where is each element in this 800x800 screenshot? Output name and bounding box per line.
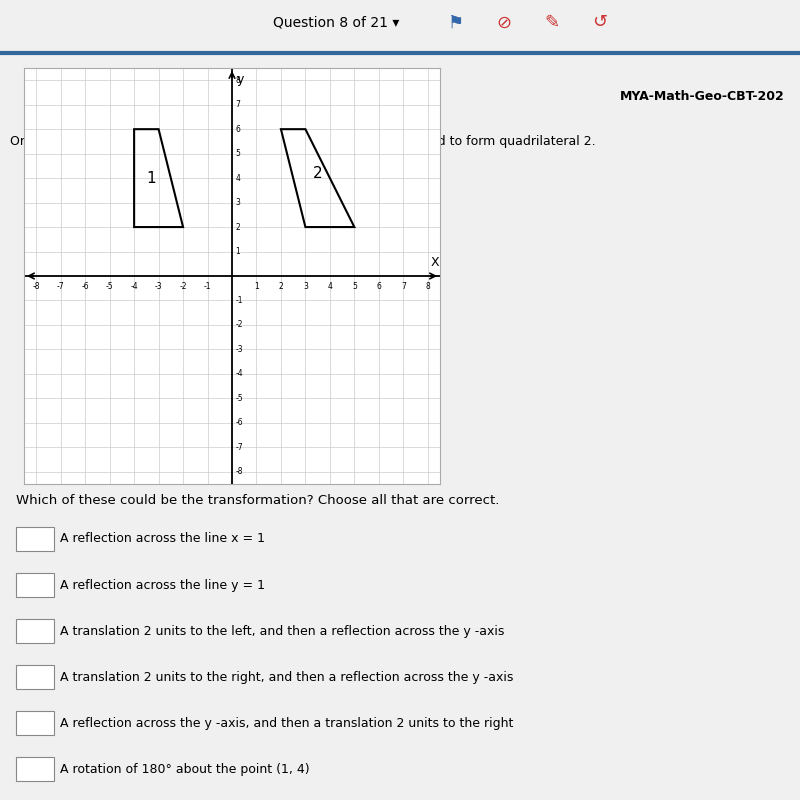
Text: -7: -7 — [57, 282, 65, 291]
Text: -4: -4 — [130, 282, 138, 291]
Text: 1: 1 — [254, 282, 259, 291]
Text: ↺: ↺ — [592, 14, 607, 31]
Text: 2: 2 — [236, 222, 241, 231]
Text: X: X — [430, 256, 439, 269]
Text: A reflection across the y -axis, and then a translation 2 units to the right: A reflection across the y -axis, and the… — [60, 717, 514, 730]
Text: -4: -4 — [236, 370, 243, 378]
FancyBboxPatch shape — [16, 711, 54, 735]
FancyBboxPatch shape — [16, 757, 54, 781]
Text: 7: 7 — [401, 282, 406, 291]
Text: Question 8 of 21 ▾: Question 8 of 21 ▾ — [273, 15, 399, 30]
Text: -6: -6 — [236, 418, 243, 427]
Text: Which of these could be the transformation? Choose all that are correct.: Which of these could be the transformati… — [16, 494, 499, 506]
Text: ⚑: ⚑ — [448, 14, 464, 31]
Text: -8: -8 — [33, 282, 40, 291]
Text: 6: 6 — [376, 282, 382, 291]
Text: 6: 6 — [236, 125, 241, 134]
Text: -1: -1 — [236, 296, 243, 305]
Text: -1: -1 — [204, 282, 211, 291]
Text: A rotation of 180° about the point (1, 4): A rotation of 180° about the point (1, 4… — [60, 762, 310, 775]
Text: -2: -2 — [179, 282, 187, 291]
Text: 5: 5 — [236, 149, 241, 158]
Text: A reflection across the line x = 1: A reflection across the line x = 1 — [60, 533, 265, 546]
Text: 1: 1 — [236, 247, 241, 256]
Text: MYA-Math-Geo-CBT-202: MYA-Math-Geo-CBT-202 — [620, 90, 785, 103]
Text: 7: 7 — [236, 100, 241, 110]
FancyBboxPatch shape — [16, 573, 54, 597]
Text: 8: 8 — [426, 282, 430, 291]
Text: -2: -2 — [236, 321, 243, 330]
Text: 2: 2 — [278, 282, 283, 291]
Text: 1: 1 — [146, 170, 156, 186]
Text: A translation 2 units to the right, and then a reflection across the y -axis: A translation 2 units to the right, and … — [60, 670, 514, 683]
Text: A reflection across the line y = 1: A reflection across the line y = 1 — [60, 578, 265, 591]
Text: ⊘: ⊘ — [496, 14, 511, 31]
Text: A translation 2 units to the left, and then a reflection across the y -axis: A translation 2 units to the left, and t… — [60, 625, 504, 638]
Text: 3: 3 — [236, 198, 241, 207]
Text: -3: -3 — [154, 282, 162, 291]
Text: -5: -5 — [106, 282, 114, 291]
Text: -7: -7 — [236, 442, 243, 452]
Text: 4: 4 — [327, 282, 332, 291]
Text: -8: -8 — [236, 467, 243, 476]
Text: 5: 5 — [352, 282, 357, 291]
Text: y: y — [237, 73, 244, 86]
FancyBboxPatch shape — [16, 619, 54, 643]
Text: 8: 8 — [236, 76, 241, 85]
FancyBboxPatch shape — [16, 665, 54, 689]
Text: ✎: ✎ — [544, 14, 559, 31]
Text: -3: -3 — [236, 345, 243, 354]
FancyBboxPatch shape — [16, 527, 54, 551]
Text: 4: 4 — [236, 174, 241, 182]
Text: -6: -6 — [82, 282, 89, 291]
Text: On the coordinate plane below, quadrilateral 1 has been transformed to form quad: On the coordinate plane below, quadrilat… — [10, 135, 596, 148]
Text: 2: 2 — [313, 166, 322, 181]
Text: 3: 3 — [303, 282, 308, 291]
Text: -5: -5 — [236, 394, 243, 403]
